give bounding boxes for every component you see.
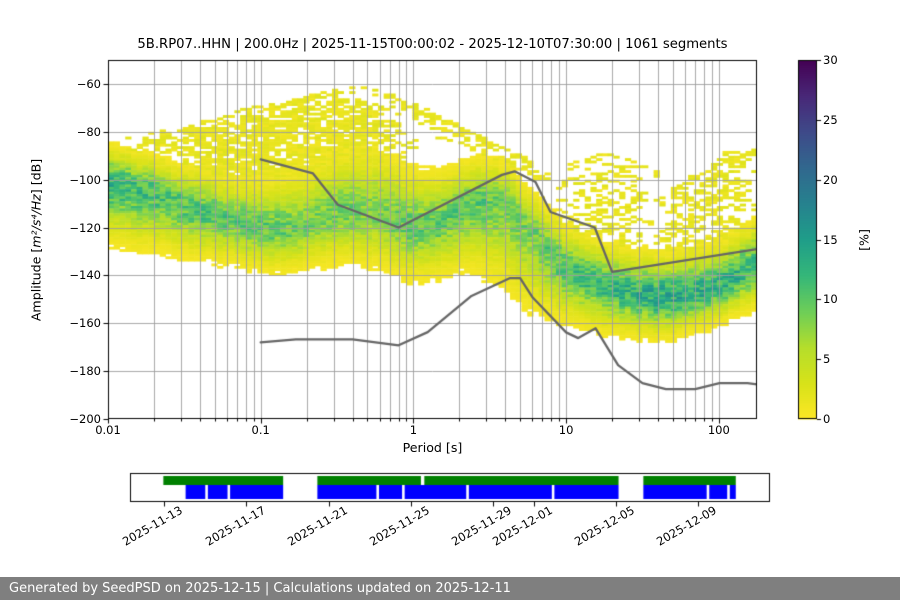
y-axis-label-units: m²/s⁴/Hz	[28, 194, 44, 248]
y-axis-label: Amplitude [m²/s⁴/Hz] [dB]	[29, 159, 44, 321]
y-tick-label: −140	[69, 268, 101, 283]
ppsd-plot-canvas	[0, 0, 900, 575]
y-tick-label: −200	[69, 412, 101, 426]
x-tick-label: 0.01	[95, 423, 121, 437]
colorbar-tick-label: 5	[823, 352, 831, 367]
footer-status-bar: Generated by SeedPSD on 2025-12-15 | Cal…	[0, 577, 900, 600]
y-tick-label: −120	[69, 220, 101, 235]
colorbar-tick-label: 0	[823, 412, 831, 426]
y-tick-label: −160	[69, 316, 101, 331]
y-tick-label: −180	[69, 364, 101, 379]
colorbar-tick-label: 15	[823, 232, 838, 247]
y-axis-label-prefix: Amplitude [	[28, 247, 44, 322]
colorbar-tick-label: 20	[823, 172, 838, 187]
x-axis-label: Period [s]	[402, 440, 463, 455]
colorbar-tick-label: 25	[823, 112, 838, 127]
colorbar-label: [%]	[856, 229, 872, 251]
y-tick-label: −80	[76, 124, 101, 139]
colorbar-tick-label: 30	[823, 53, 838, 67]
y-axis-label-suffix: ] [dB]	[28, 158, 44, 195]
x-tick-label: 1	[409, 423, 418, 437]
plot-title: 5B.RP07..HHN | 200.0Hz | 2025-11-15T00:0…	[137, 37, 728, 52]
colorbar-tick-label: 10	[823, 292, 838, 307]
x-tick-label: 0.1	[251, 423, 270, 437]
y-tick-label: −100	[69, 172, 101, 187]
x-tick-label: 10	[558, 423, 574, 437]
y-tick-label: −60	[76, 76, 101, 91]
x-tick-label: 100	[707, 423, 730, 437]
